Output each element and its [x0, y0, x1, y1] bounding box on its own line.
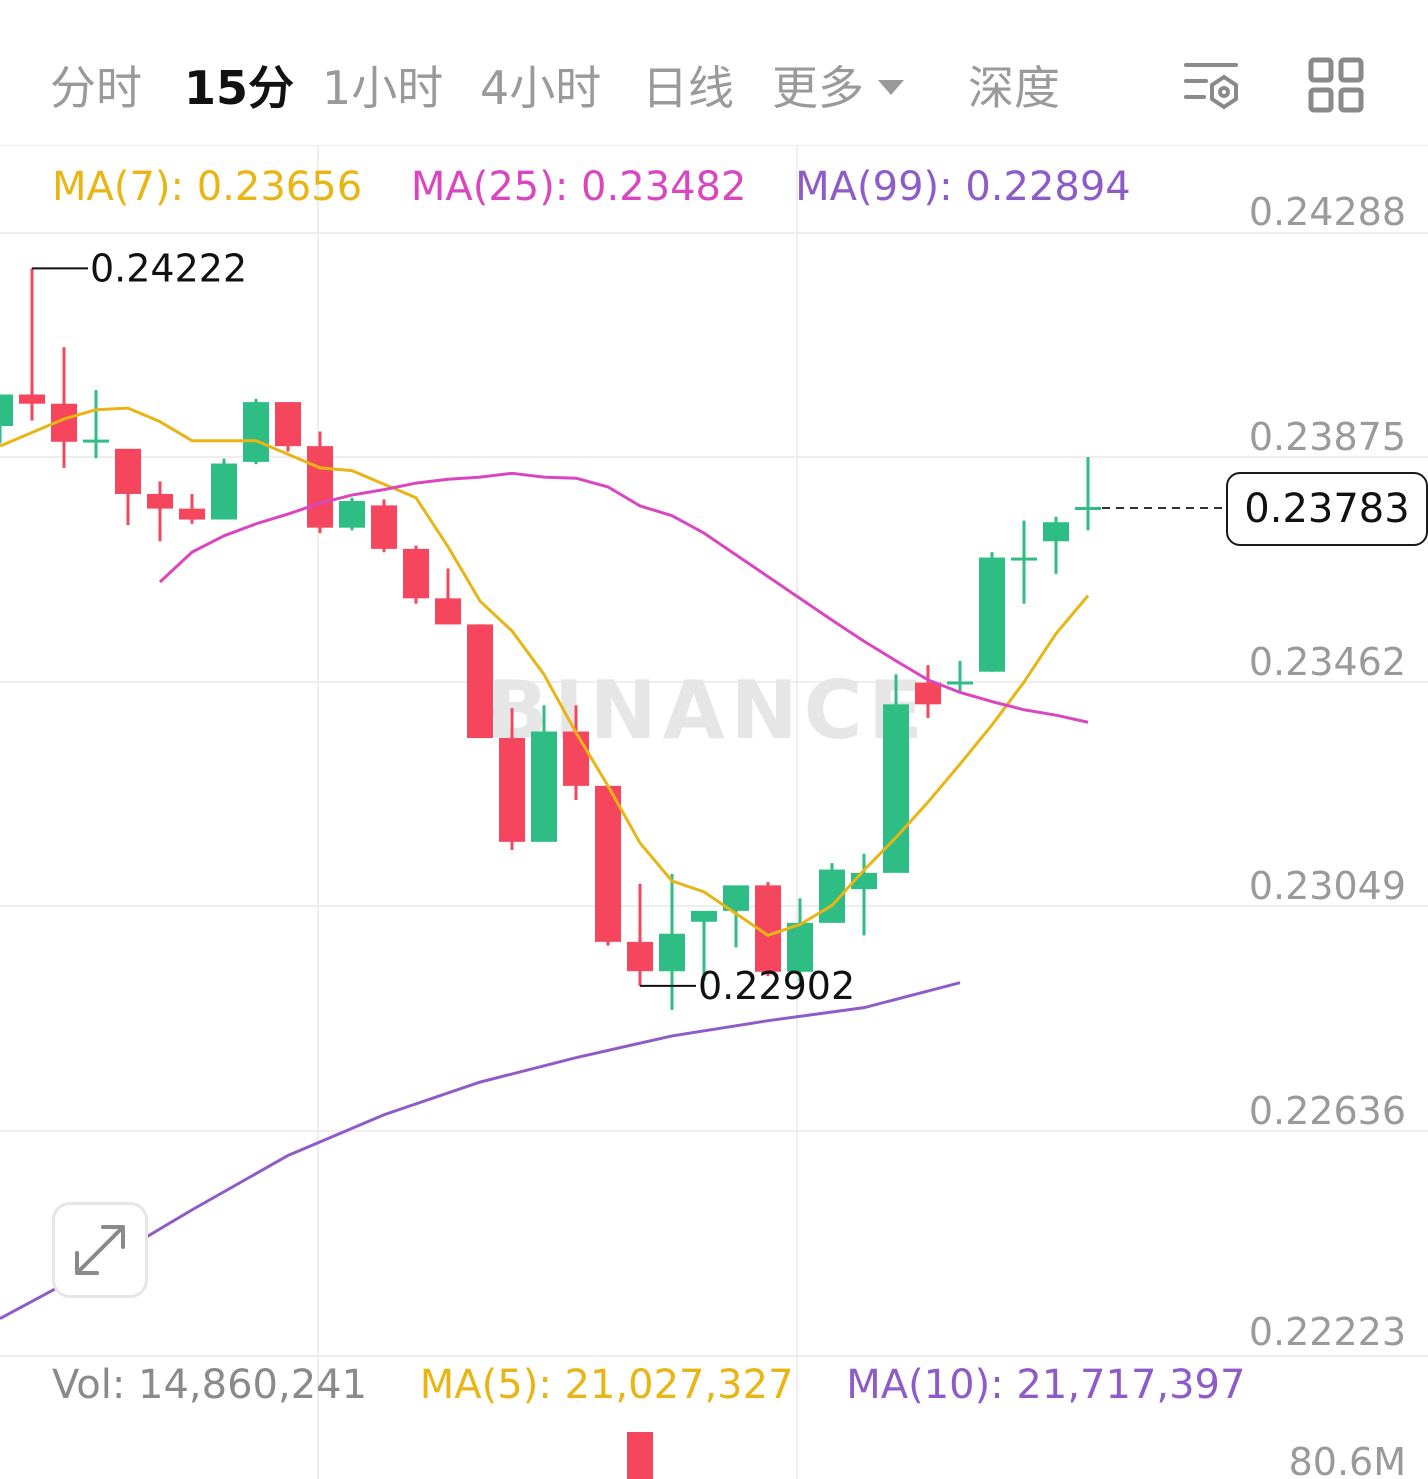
ma99-line: [0, 981, 961, 1320]
tab-daily[interactable]: 日线: [642, 61, 734, 115]
volume-axis-label: 80.6M: [1289, 1440, 1406, 1479]
y-axis-label: 0.23875: [1249, 415, 1406, 459]
candle-body: [275, 402, 301, 447]
ma99-legend: MA(99): 0.22894: [795, 164, 1131, 210]
candle-body: [307, 446, 333, 528]
caret-down-icon: [878, 80, 904, 95]
candle-body: [787, 922, 813, 972]
candle-body: [435, 598, 461, 625]
candle-body: [19, 394, 45, 404]
candle-body: [915, 682, 941, 705]
candle-body: [691, 910, 717, 922]
candle-body: [115, 448, 141, 494]
candle-body: [627, 941, 653, 972]
candle-body: [243, 402, 269, 462]
expand-arrows-icon: [75, 1225, 125, 1275]
tab-4hour[interactable]: 4小时: [480, 61, 602, 115]
candle-body: [947, 681, 973, 685]
candlestick-chart[interactable]: BINANCE 0.24288 0.23875 0.23462 0.23049 0.226…: [0, 146, 1428, 1479]
y-axis-label: 0.24288: [1249, 190, 1406, 234]
tab-15min[interactable]: 15分: [184, 61, 295, 115]
ma-legend: MA(7): 0.23656 MA(25): 0.23482 MA(99): 0…: [52, 162, 1167, 212]
candle-body: [339, 501, 365, 528]
fullscreen-button[interactable]: [52, 1202, 148, 1298]
indicator-settings-icon[interactable]: [1182, 55, 1242, 115]
volume-value: Vol: 14,860,241: [52, 1362, 368, 1408]
candle-body: [979, 557, 1005, 672]
ma7-legend: MA(7): 0.23656: [52, 164, 363, 210]
ma25-line: [158, 471, 1089, 724]
low-price-annotation: 0.22902: [698, 964, 855, 1008]
y-axis-label: 0.22636: [1249, 1089, 1406, 1133]
high-price-annotation: 0.24222: [90, 246, 247, 290]
candle-body: [0, 394, 13, 427]
ma25-legend: MA(25): 0.23482: [410, 164, 747, 210]
candle-body: [1011, 557, 1037, 561]
candle-body: [467, 624, 493, 739]
volume-legend: Vol: 14,860,241 MA(5): 21,027,327 MA(10)…: [52, 1360, 1285, 1410]
candle-body: [371, 505, 397, 549]
y-axis-label: 0.23462: [1249, 640, 1406, 684]
candle-body: [403, 548, 429, 599]
current-price-tag: 0.23783: [1226, 472, 1428, 546]
vol-ma5-legend: MA(5): 21,027,327: [419, 1362, 794, 1408]
ma7-line: [0, 406, 1090, 937]
tab-1hour[interactable]: 1小时: [322, 61, 444, 115]
tab-more-dropdown[interactable]: 更多: [772, 58, 904, 118]
candle-body: [83, 439, 109, 443]
tab-depth[interactable]: 深度: [968, 61, 1060, 115]
candle-body: [499, 738, 525, 842]
y-axis-label: 0.23049: [1249, 864, 1406, 908]
volume-bar: [627, 1432, 653, 1479]
candle-body: [179, 508, 205, 520]
binance-watermark: BINANCE: [487, 664, 929, 757]
tab-time-sharing[interactable]: 分时: [50, 61, 142, 115]
candle-body: [211, 463, 237, 520]
y-axis-label: 0.22223: [1249, 1310, 1406, 1354]
grid-layout-icon[interactable]: [1306, 55, 1366, 115]
timeframe-tab-bar: 分时 15分 1小时 4小时 日线 更多 深度: [0, 0, 1428, 146]
tab-more-label: 更多: [772, 61, 864, 115]
candle-body: [595, 785, 621, 942]
candle-body: [563, 731, 589, 786]
candle-body: [659, 933, 685, 972]
vol-ma10-legend: MA(10): 21,717,397: [846, 1362, 1246, 1408]
candle-body: [1043, 522, 1069, 542]
candle-body: [147, 493, 173, 509]
candle-body: [531, 731, 557, 842]
candle-body: [1075, 507, 1101, 511]
